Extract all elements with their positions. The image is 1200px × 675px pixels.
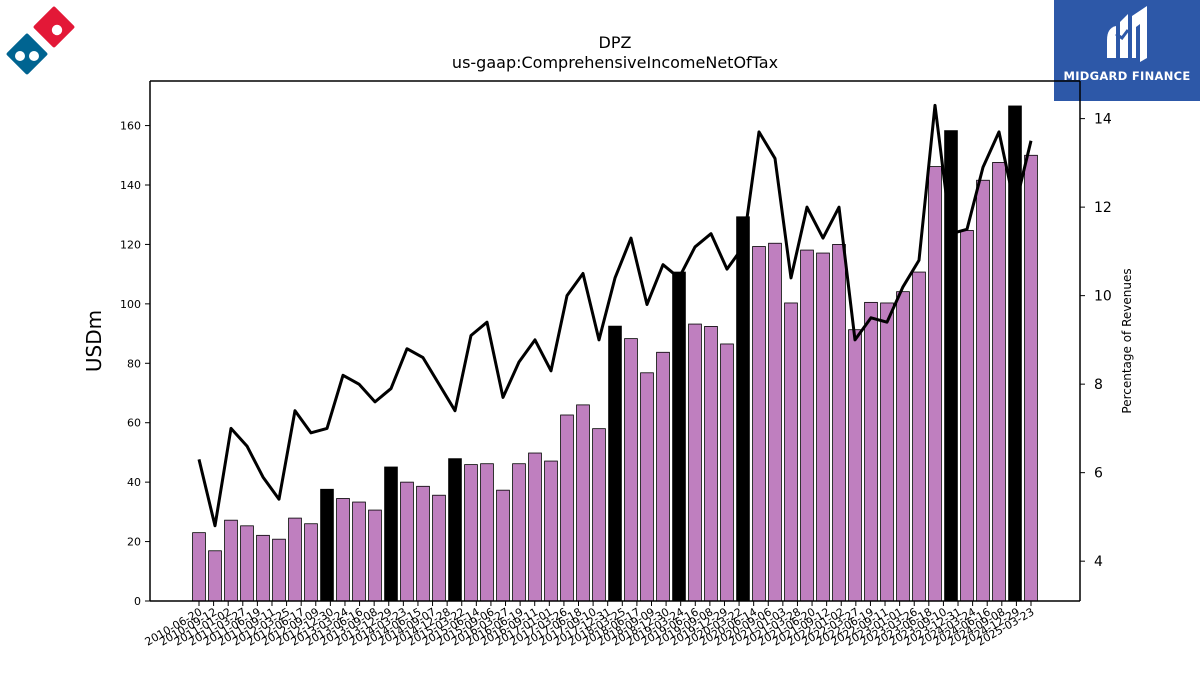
midgard-mi-icon xyxy=(1107,6,1147,62)
y-tick-label: 140 xyxy=(120,179,141,192)
midgard-finance-logo: MIDGARD FINANCE xyxy=(1054,0,1200,101)
bar xyxy=(960,230,974,602)
y2-tick-label: 12 xyxy=(1094,200,1112,216)
y-tick-label: 160 xyxy=(120,120,141,133)
bar xyxy=(368,509,382,602)
bar xyxy=(224,519,238,602)
chart-title: DPZ xyxy=(598,33,632,52)
bar xyxy=(800,249,814,602)
bar xyxy=(720,343,734,602)
bar xyxy=(848,329,862,602)
y-axis-label: USDm xyxy=(82,310,106,372)
bar xyxy=(640,372,654,602)
y2-tick-label: 10 xyxy=(1094,289,1112,305)
y-tick-label: 120 xyxy=(120,238,141,251)
bar xyxy=(288,517,302,602)
bar xyxy=(512,463,526,602)
bar xyxy=(672,271,686,602)
y-tick-label: 0 xyxy=(134,595,141,608)
bar xyxy=(624,338,638,602)
bar xyxy=(704,326,718,602)
bar xyxy=(464,464,478,602)
bar xyxy=(736,216,750,602)
bar xyxy=(816,252,830,602)
bar xyxy=(656,351,670,602)
y2-tick-label: 14 xyxy=(1094,112,1112,128)
bar xyxy=(992,162,1006,602)
y-tick-label: 40 xyxy=(127,476,141,489)
bar xyxy=(544,460,558,602)
bar xyxy=(192,532,206,602)
bar xyxy=(448,458,462,602)
bar xyxy=(608,325,622,602)
bar xyxy=(928,166,942,602)
bar xyxy=(272,538,286,602)
bar xyxy=(384,466,398,602)
dominos-domino-icon xyxy=(6,6,75,75)
bar xyxy=(352,501,366,602)
bar xyxy=(1024,154,1038,602)
bar xyxy=(784,302,798,602)
bar xyxy=(432,494,446,602)
bar xyxy=(336,498,350,602)
y2-axis-label: Percentage of Revenues xyxy=(1120,268,1134,413)
bar xyxy=(880,302,894,602)
y-tick-label: 60 xyxy=(127,417,141,430)
bar xyxy=(768,242,782,602)
bar xyxy=(480,463,494,602)
bar xyxy=(832,244,846,602)
bar xyxy=(240,525,254,602)
dominos-logo xyxy=(6,6,75,75)
bar xyxy=(576,404,590,602)
chart-subtitle: us-gaap:ComprehensiveIncomeNetOfTax xyxy=(451,53,779,72)
y-tick-label: 80 xyxy=(127,357,141,370)
bar xyxy=(688,323,702,602)
bar xyxy=(896,291,910,602)
bar xyxy=(528,452,542,602)
bar xyxy=(592,428,606,602)
midgard-brand-text: MIDGARD FINANCE xyxy=(1063,69,1191,83)
y2-tick-label: 8 xyxy=(1094,377,1103,393)
y-tick-label: 20 xyxy=(127,536,141,549)
y-tick-label: 100 xyxy=(120,298,141,311)
y2-tick-label: 4 xyxy=(1094,554,1103,570)
bar xyxy=(976,179,990,602)
bar xyxy=(752,246,766,602)
bar xyxy=(912,271,926,602)
bar xyxy=(560,414,574,602)
bar xyxy=(320,488,334,602)
bar xyxy=(208,550,222,602)
y2-tick-label: 6 xyxy=(1094,466,1103,482)
bar xyxy=(400,481,414,602)
bar xyxy=(416,485,430,602)
bar xyxy=(864,301,878,602)
bar xyxy=(304,523,318,602)
pct-revenue-line xyxy=(197,103,1033,528)
bar xyxy=(256,534,270,602)
bar xyxy=(496,489,510,602)
